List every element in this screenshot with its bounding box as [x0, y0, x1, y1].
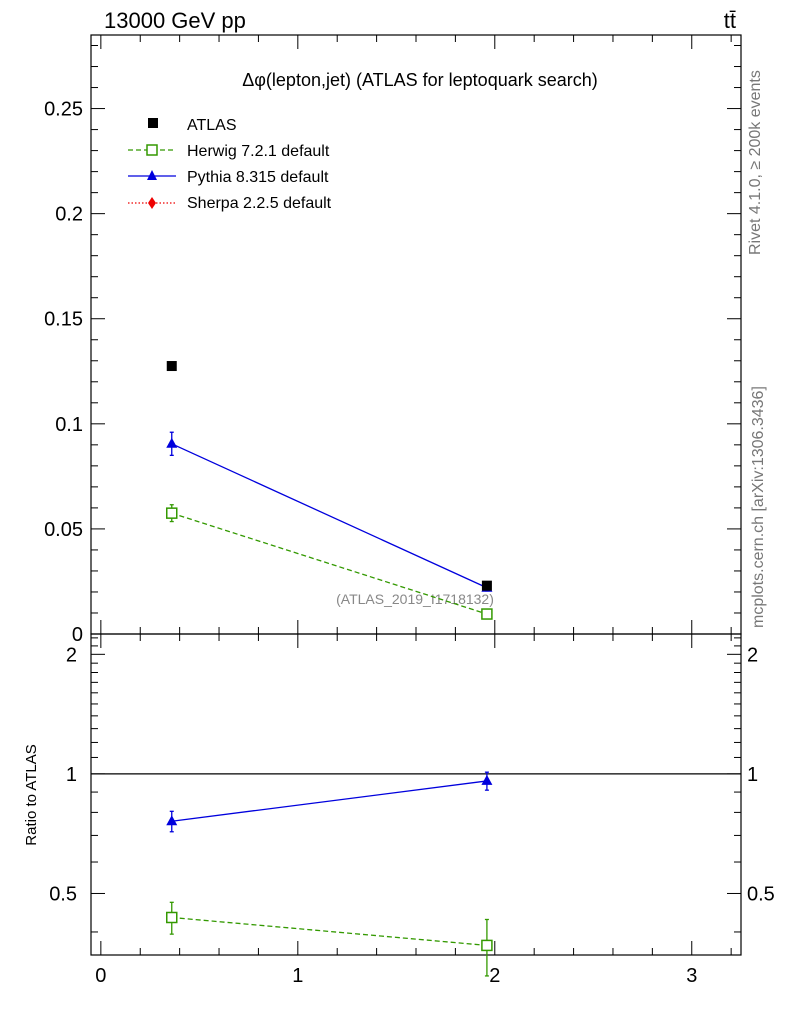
ratio-panel: 0.5 0.5 1 1 2 2 0 1 2 3 Ratio to ATLAS	[23, 633, 775, 987]
legend: ATLAS Herwig 7.2.1 default Pythia 8.315 …	[128, 117, 332, 212]
ratio-pythia-point	[166, 815, 178, 826]
legend-pythia-marker	[147, 170, 157, 180]
ratio-ticks	[91, 634, 741, 955]
ratio-y-tick-label-left: 2	[66, 644, 77, 666]
chart-title: Δφ(lepton,jet) (ATLAS for leptoquark sea…	[242, 70, 598, 90]
ratio-y-tick-label-right: 2	[747, 644, 758, 666]
main-pythia-line	[171, 443, 488, 589]
main-ticks	[91, 35, 741, 635]
legend-atlas-marker	[148, 118, 158, 128]
main-y-tick-label: 0.1	[55, 414, 83, 436]
legend-atlas-label: ATLAS	[187, 117, 237, 134]
ratio-series	[166, 771, 493, 977]
legend-sherpa-label: Sherpa 2.2.5 default	[187, 195, 332, 212]
legend-item-herwig: Herwig 7.2.1 default	[128, 143, 330, 160]
legend-pythia-label: Pythia 8.315 default	[187, 169, 329, 186]
main-y-tick-labels: 0 0.05 0.1 0.15 0.2 0.25	[44, 99, 83, 646]
main-panel: 0 0.05 0.1 0.15 0.2 0.25 Δφ(lepton,jet) (ATLA…	[44, 34, 742, 646]
main-y-tick-label: 0.05	[44, 519, 83, 541]
ratio-herwig-point	[166, 911, 178, 924]
ratio-x-tick-label: 0	[95, 965, 106, 987]
ratio-tick-labels: 0.5 0.5 1 1 2 2 0 1 2 3	[49, 644, 775, 987]
ratio-ylabel: Ratio to ATLAS	[23, 744, 40, 845]
legend-herwig-marker	[146, 144, 158, 156]
legend-sherpa-marker	[148, 197, 156, 209]
analysis-watermark: (ATLAS_2019_I1718132)	[336, 591, 494, 607]
legend-item-atlas: ATLAS	[148, 117, 237, 134]
ratio-pythia-point	[481, 774, 493, 785]
ratio-herwig-point	[481, 939, 493, 952]
main-y-tick-label: 0	[72, 624, 83, 646]
rivet-label: Rivet 4.1.0, ≥ 200k events	[747, 70, 764, 255]
legend-item-pythia: Pythia 8.315 default	[128, 169, 329, 186]
main-herwig-line	[171, 512, 488, 615]
ratio-frame	[90, 633, 742, 956]
legend-herwig-label: Herwig 7.2.1 default	[187, 143, 330, 160]
ratio-herwig-line	[171, 916, 487, 947]
main-y-tick-label: 0.25	[44, 99, 83, 121]
ratio-y-tick-label-left: 0.5	[49, 883, 77, 905]
main-herwig-point	[166, 507, 178, 519]
main-herwig-point	[481, 608, 493, 620]
main-series	[166, 361, 493, 620]
main-pythia-point	[166, 437, 178, 448]
main-y-tick-label: 0.2	[55, 204, 83, 226]
ratio-y-tick-label-right: 0.5	[747, 883, 775, 905]
mcplots-label: mcplots.cern.ch [arXiv:1306.3436]	[750, 386, 767, 628]
ratio-y-tick-label-left: 1	[66, 764, 77, 786]
main-atlas-point	[166, 361, 177, 372]
ratio-x-tick-label: 3	[686, 965, 697, 987]
ratio-y-tick-label-right: 1	[747, 764, 758, 786]
process-label: tt̄	[724, 8, 736, 33]
ratio-x-tick-label: 2	[489, 965, 500, 987]
energy-label: 13000 GeV pp	[104, 8, 246, 33]
ratio-pythia-line	[171, 780, 487, 822]
main-atlas-point	[481, 580, 492, 591]
legend-item-sherpa: Sherpa 2.2.5 default	[128, 195, 332, 212]
ratio-x-tick-label: 1	[292, 965, 303, 987]
main-y-tick-label: 0.15	[44, 309, 83, 331]
